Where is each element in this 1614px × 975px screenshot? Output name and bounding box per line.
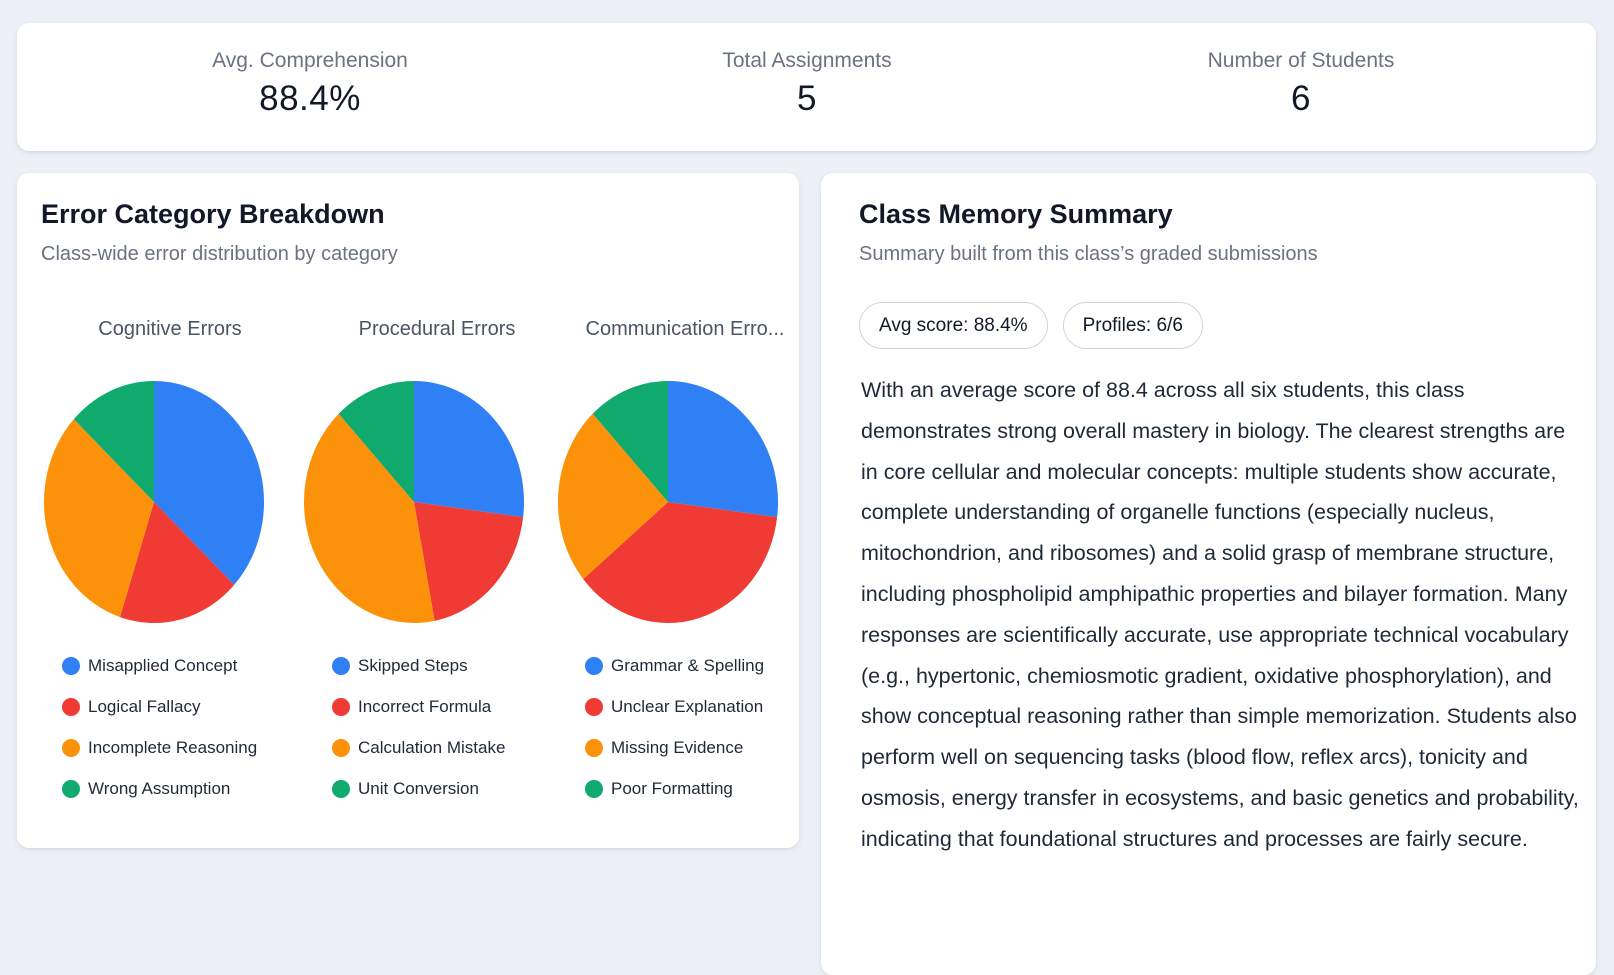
pie-slice-misapplied-concept[interactable]: [154, 381, 265, 585]
summary-text: With an average score of 88.4 across all…: [861, 378, 1579, 851]
stat-value: 5: [797, 79, 817, 118]
pie-slice-incomplete-reasoning[interactable]: [43, 419, 154, 618]
chart-title-communication: Communication Erro...: [585, 318, 785, 340]
stat-value: 88.4%: [259, 79, 361, 118]
legend-item[interactable]: Incorrect Formula: [332, 686, 505, 727]
legend-label: Missing Evidence: [611, 737, 744, 757]
pie-chart-communication[interactable]: [554, 377, 782, 627]
legend-label: Poor Formatting: [611, 778, 733, 798]
legend-label: Wrong Assumption: [88, 778, 231, 798]
legend-swatch: [62, 779, 80, 798]
legend-swatch: [62, 738, 80, 757]
legend-item[interactable]: Missing Evidence: [585, 727, 764, 768]
chart-title-cognitive: Cognitive Errors: [98, 318, 242, 340]
pie-slice-skipped-steps[interactable]: [414, 381, 524, 518]
pie-slice-incorrect-formula[interactable]: [414, 502, 524, 621]
legend-label: Logical Fallacy: [88, 696, 201, 716]
legend-label: Unclear Explanation: [611, 696, 764, 716]
stats-bar: Avg. Comprehension 88.4% Total Assignmen…: [17, 23, 1596, 151]
chart-title-procedural: Procedural Errors: [358, 318, 516, 340]
legend-label: Skipped Steps: [358, 655, 468, 675]
legend-procedural: Skipped Steps Incorrect Formula Calculatio…: [332, 645, 505, 809]
legend-communication: Grammar & Spelling Unclear Explanation Mis…: [585, 645, 764, 809]
pie-slice-missing-evidence[interactable]: [557, 413, 668, 580]
legend-swatch: [332, 656, 350, 675]
pie-slice-grammar-spelling[interactable]: [668, 381, 778, 518]
legend-item[interactable]: Misapplied Concept: [62, 645, 257, 686]
legend-swatch: [62, 656, 80, 675]
legend-item[interactable]: Unclear Explanation: [585, 686, 764, 727]
avg-score-pill: Avg score: 88.4%: [859, 302, 1048, 349]
legend-label: Grammar & Spelling: [611, 655, 765, 675]
legend-label: Incorrect Formula: [358, 696, 492, 716]
card-title: Error Category Breakdown: [41, 199, 385, 229]
stat-label: Total Assignments: [722, 49, 892, 72]
profiles-pill: Profiles: 6/6: [1062, 302, 1203, 349]
pie-chart-procedural[interactable]: [300, 377, 528, 627]
legend-swatch: [585, 779, 603, 798]
legend-swatch: [585, 738, 603, 757]
legend-item[interactable]: Logical Fallacy: [62, 686, 257, 727]
legend-item[interactable]: Unit Conversion: [332, 768, 505, 809]
pie-slice-calculation-mistake[interactable]: [303, 413, 435, 624]
legend-item[interactable]: Wrong Assumption: [62, 768, 257, 809]
stat-label: Avg. Comprehension: [212, 49, 408, 72]
pie-slice-wrong-assumption[interactable]: [73, 381, 154, 502]
pie-slice-unclear-explanation[interactable]: [583, 502, 778, 624]
pie-slice-unit-conversion[interactable]: [338, 381, 414, 502]
memory-summary-card: Class Memory Summary Summary built from …: [821, 173, 1596, 975]
stat-number-of-students: Number of Students 6: [1091, 47, 1511, 121]
pie-slice-logical-fallacy[interactable]: [120, 502, 235, 624]
legend-swatch: [332, 738, 350, 757]
legend-swatch: [585, 697, 603, 716]
legend-cognitive: Misapplied Concept Logical Fallacy Incompl…: [62, 645, 257, 809]
stat-total-assignments: Total Assignments 5: [597, 47, 1017, 121]
error-breakdown-card: Error Category Breakdown Class-wide erro…: [17, 173, 799, 848]
pie-slice-poor-formatting[interactable]: [592, 381, 668, 502]
legend-item[interactable]: Poor Formatting: [585, 768, 764, 809]
stat-label: Number of Students: [1207, 49, 1395, 72]
legend-item[interactable]: Calculation Mistake: [332, 727, 505, 768]
pill-row: Avg score: 88.4% Profiles: 6/6: [859, 302, 1203, 349]
legend-label: Calculation Mistake: [358, 737, 506, 757]
card-subtitle: Class-wide error distribution by categor…: [41, 243, 398, 265]
stat-value: 6: [1291, 79, 1311, 118]
legend-swatch: [585, 656, 603, 675]
card-subtitle: Summary built from this class’s graded s…: [859, 243, 1318, 265]
card-title: Class Memory Summary: [859, 199, 1173, 229]
legend-swatch: [332, 697, 350, 716]
stat-avg-comprehension: Avg. Comprehension 88.4%: [100, 47, 520, 121]
legend-item[interactable]: Incomplete Reasoning: [62, 727, 257, 768]
legend-item[interactable]: Skipped Steps: [332, 645, 505, 686]
legend-label: Incomplete Reasoning: [88, 737, 258, 757]
pie-chart-cognitive[interactable]: [40, 377, 268, 627]
legend-label: Misapplied Concept: [88, 655, 238, 675]
legend-swatch: [332, 779, 350, 798]
legend-item[interactable]: Grammar & Spelling: [585, 645, 764, 686]
legend-swatch: [62, 697, 80, 716]
legend-label: Unit Conversion: [358, 778, 479, 798]
